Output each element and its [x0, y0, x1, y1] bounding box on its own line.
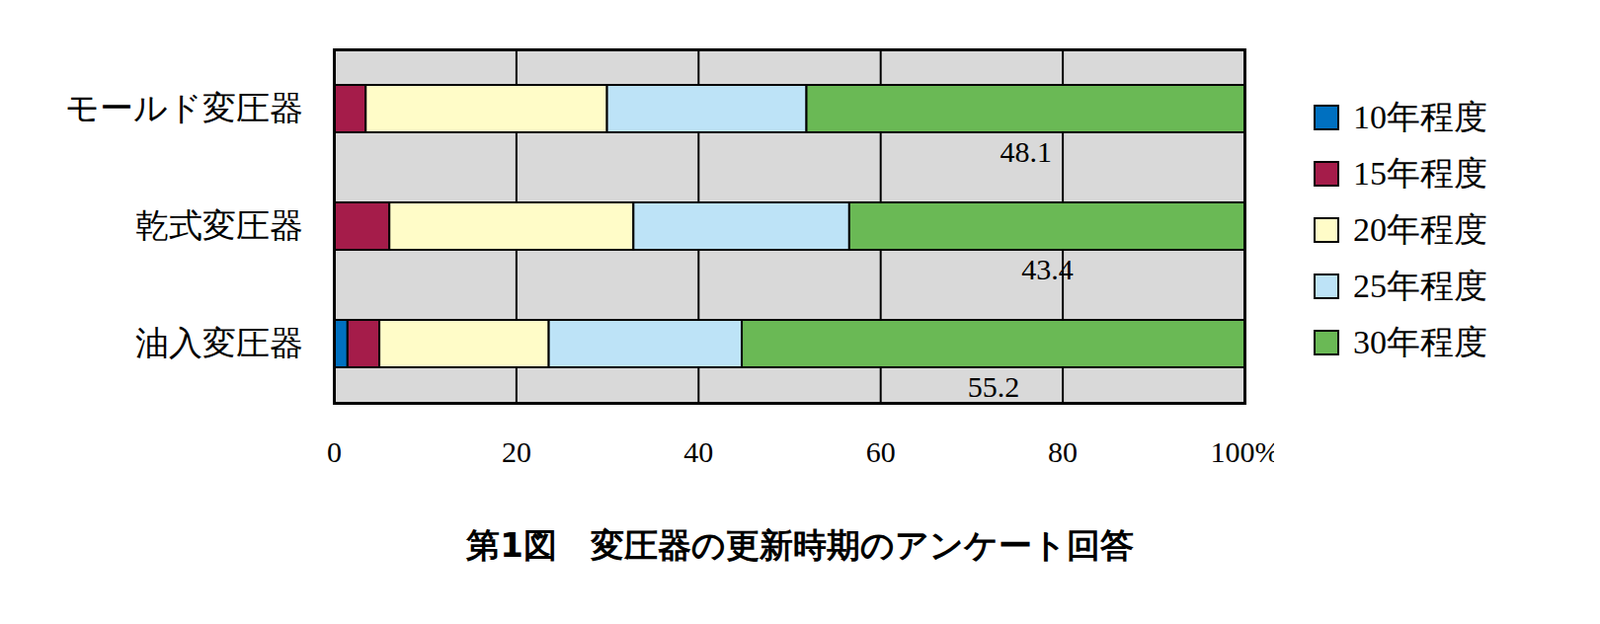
svg-text:モールド変圧器: モールド変圧器 [65, 89, 304, 127]
svg-text:100%: 100% [1210, 435, 1276, 465]
svg-text:80: 80 [1047, 435, 1078, 465]
html-text:10年程度: 10年程度 [1353, 98, 1488, 135]
html-text:15年程度: 15年程度 [1353, 154, 1488, 192]
svg-text:乾式変圧器: 乾式変圧器 [135, 207, 304, 244]
svg-text:20: 20 [501, 435, 532, 465]
svg-text:48.1: 48.1 [1000, 135, 1053, 168]
html-text:20年程度: 20年程度 [1353, 210, 1488, 248]
svg-text:43.4: 43.4 [1021, 252, 1074, 286]
html-text:第1図 変圧器の更新時期のアンケート回答: 第1図 変圧器の更新時期のアンケート回答 [466, 525, 1134, 565]
html-text:30年程度: 30年程度 [1353, 323, 1488, 360]
svg-text:油入変圧器: 油入変圧器 [135, 324, 304, 362]
html-text:25年程度: 25年程度 [1353, 267, 1488, 304]
svg-text:55.2: 55.2 [967, 370, 1021, 403]
svg-text:40: 40 [683, 435, 714, 465]
svg-text:0: 0 [326, 435, 342, 465]
svg-text:60: 60 [866, 435, 896, 465]
